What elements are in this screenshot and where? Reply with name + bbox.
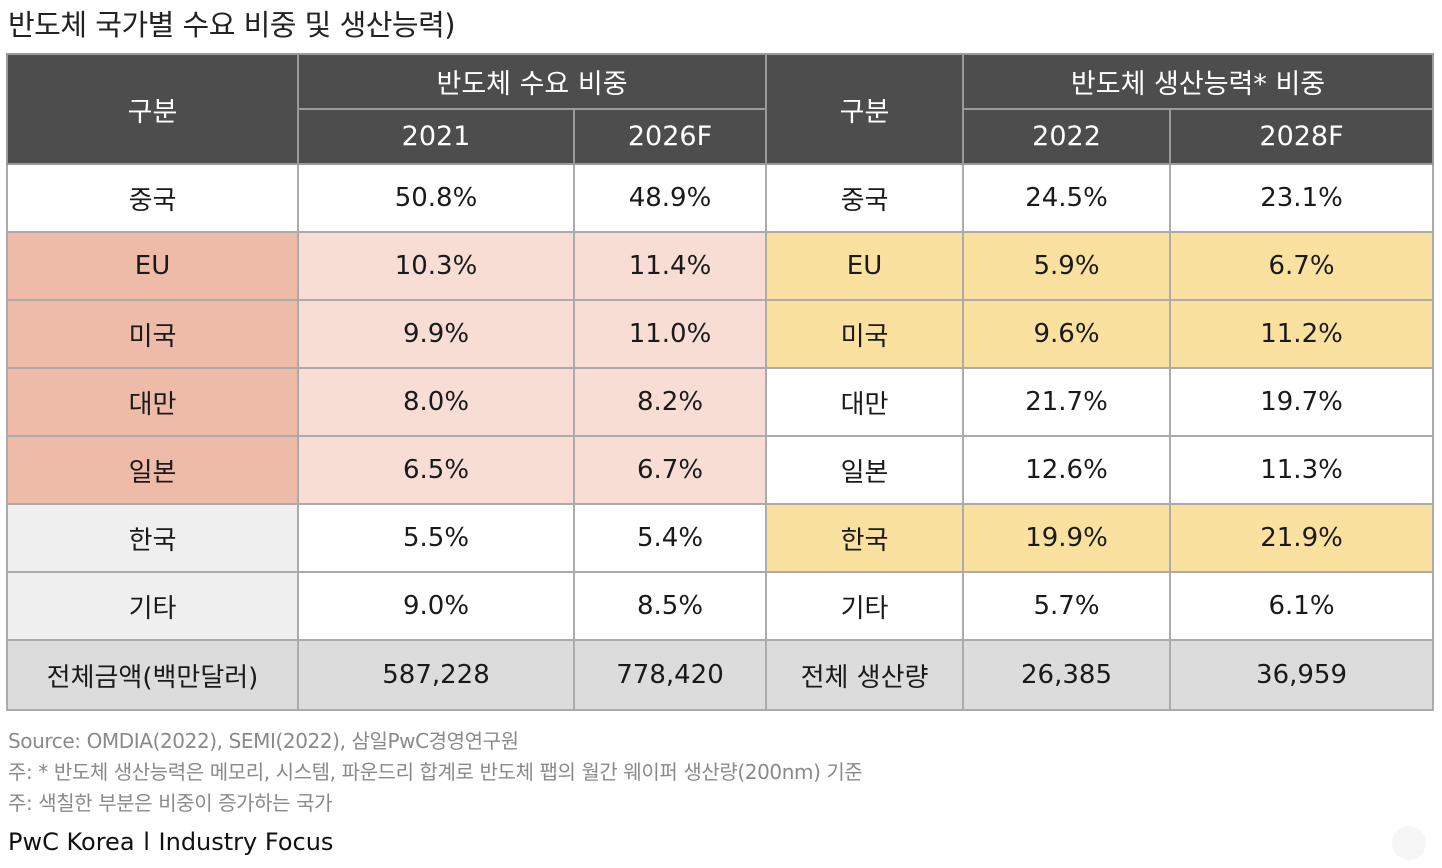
table-row: 중국 50.8% 48.9% 중국 24.5% 23.1% — [6, 163, 1435, 233]
footer: PwC Korea l Industry Focus — [8, 828, 333, 856]
source-note: Source: OMDIA(2022), SEMI(2022), 삼일PwC경영… — [8, 729, 519, 753]
demand-country-label: EU — [6, 231, 299, 301]
table-row: 일본 6.5% 6.7% 일본 12.6% 11.3% — [6, 435, 1435, 505]
capacity-total-value: 36,959 — [1169, 639, 1435, 711]
capacity-value-cell: 6.7% — [1169, 231, 1435, 301]
demand-total-label: 전체금액(백만달러) — [6, 639, 299, 711]
demand-value-cell: 6.5% — [297, 435, 575, 505]
demand-country-label: 중국 — [6, 163, 299, 233]
demand-value-cell: 50.8% — [297, 163, 575, 233]
capacity-value-cell: 12.6% — [962, 435, 1172, 505]
capacity-definition-note: 주: * 반도체 생산능력은 메모리, 시스템, 파운드리 합계로 반도체 팹의… — [8, 760, 863, 784]
capacity-value-cell: 11.3% — [1169, 435, 1435, 505]
demand-value-cell: 8.0% — [297, 367, 575, 437]
demand-group-header: 반도체 수요 비중 — [296, 53, 768, 110]
demand-year-header: 2021 — [297, 108, 575, 165]
footnotes: Source: OMDIA(2022), SEMI(2022), 삼일PwC경영… — [8, 726, 863, 819]
demand-country-label: 기타 — [6, 571, 299, 641]
capacity-country-label: 미국 — [765, 299, 965, 369]
demand-value-cell: 11.0% — [572, 299, 768, 369]
demand-country-label: 한국 — [6, 503, 299, 573]
capacity-value-cell: 5.7% — [962, 571, 1172, 641]
corner-dot-icon — [1392, 826, 1426, 860]
table-row: 대만 8.0% 8.2% 대만 21.7% 19.7% — [6, 367, 1435, 437]
demand-value-cell: 48.9% — [572, 163, 768, 233]
demand-value-cell: 6.7% — [572, 435, 768, 505]
capacity-value-cell: 24.5% — [962, 163, 1172, 233]
capacity-country-label: 기타 — [765, 571, 965, 641]
demand-value-cell: 8.5% — [572, 571, 768, 641]
demand-value-cell: 10.3% — [297, 231, 575, 301]
demand-total-value: 778,420 — [572, 639, 768, 711]
capacity-value-cell: 19.7% — [1169, 367, 1435, 437]
demand-value-cell: 9.0% — [297, 571, 575, 641]
capacity-country-label: 일본 — [765, 435, 965, 505]
footer-section: Industry Focus — [158, 828, 334, 856]
capacity-country-label: 중국 — [765, 163, 965, 233]
highlight-note: 주: 색칠한 부분은 비중이 증가하는 국가 — [8, 791, 333, 815]
capacity-value-cell: 23.1% — [1169, 163, 1435, 233]
capacity-value-cell: 9.6% — [962, 299, 1172, 369]
capacity-country-label: 대만 — [765, 367, 965, 437]
demand-value-cell: 9.9% — [297, 299, 575, 369]
capacity-category-header: 구분 — [765, 53, 965, 165]
demand-value-cell: 8.2% — [572, 367, 768, 437]
demand-country-label: 미국 — [6, 299, 299, 369]
demand-value-cell: 11.4% — [572, 231, 768, 301]
table-row: EU 10.3% 11.4% EU 5.9% 6.7% — [6, 231, 1435, 301]
demand-total-value: 587,228 — [297, 639, 575, 711]
capacity-country-label: 한국 — [765, 503, 965, 573]
demand-value-cell: 5.5% — [297, 503, 575, 573]
demand-country-label: 일본 — [6, 435, 299, 505]
page-title: 반도체 국가별 수요 비중 및 생산능력) — [8, 8, 456, 42]
total-row: 전체금액(백만달러) 587,228 778,420 전체 생산량 26,385… — [6, 639, 1435, 711]
capacity-value-cell: 19.9% — [962, 503, 1172, 573]
demand-country-label: 대만 — [6, 367, 299, 437]
capacity-group-header: 반도체 생산능력* 비중 — [962, 53, 1435, 110]
capacity-year-header: 2028F — [1169, 108, 1435, 165]
capacity-value-cell: 21.9% — [1169, 503, 1435, 573]
demand-value-cell: 5.4% — [572, 503, 768, 573]
table-row: 기타 9.0% 8.5% 기타 5.7% 6.1% — [6, 571, 1435, 641]
semiconductor-share-table: 구분 반도체 수요 비중 구분 반도체 생산능력* 비중 2021 2026F … — [6, 53, 1435, 711]
footer-separator: l — [143, 828, 150, 856]
capacity-total-label: 전체 생산량 — [765, 639, 965, 711]
table-row: 한국 5.5% 5.4% 한국 19.9% 21.9% — [6, 503, 1435, 573]
capacity-year-header: 2022 — [962, 108, 1172, 165]
capacity-value-cell: 11.2% — [1169, 299, 1435, 369]
capacity-value-cell: 6.1% — [1169, 571, 1435, 641]
demand-category-header: 구분 — [6, 53, 299, 165]
table-row: 미국 9.9% 11.0% 미국 9.6% 11.2% — [6, 299, 1435, 369]
capacity-value-cell: 21.7% — [962, 367, 1172, 437]
footer-brand: PwC Korea — [8, 828, 135, 856]
demand-year-header: 2026F — [572, 108, 768, 165]
capacity-total-value: 26,385 — [962, 639, 1172, 711]
capacity-value-cell: 5.9% — [962, 231, 1172, 301]
capacity-country-label: EU — [765, 231, 965, 301]
